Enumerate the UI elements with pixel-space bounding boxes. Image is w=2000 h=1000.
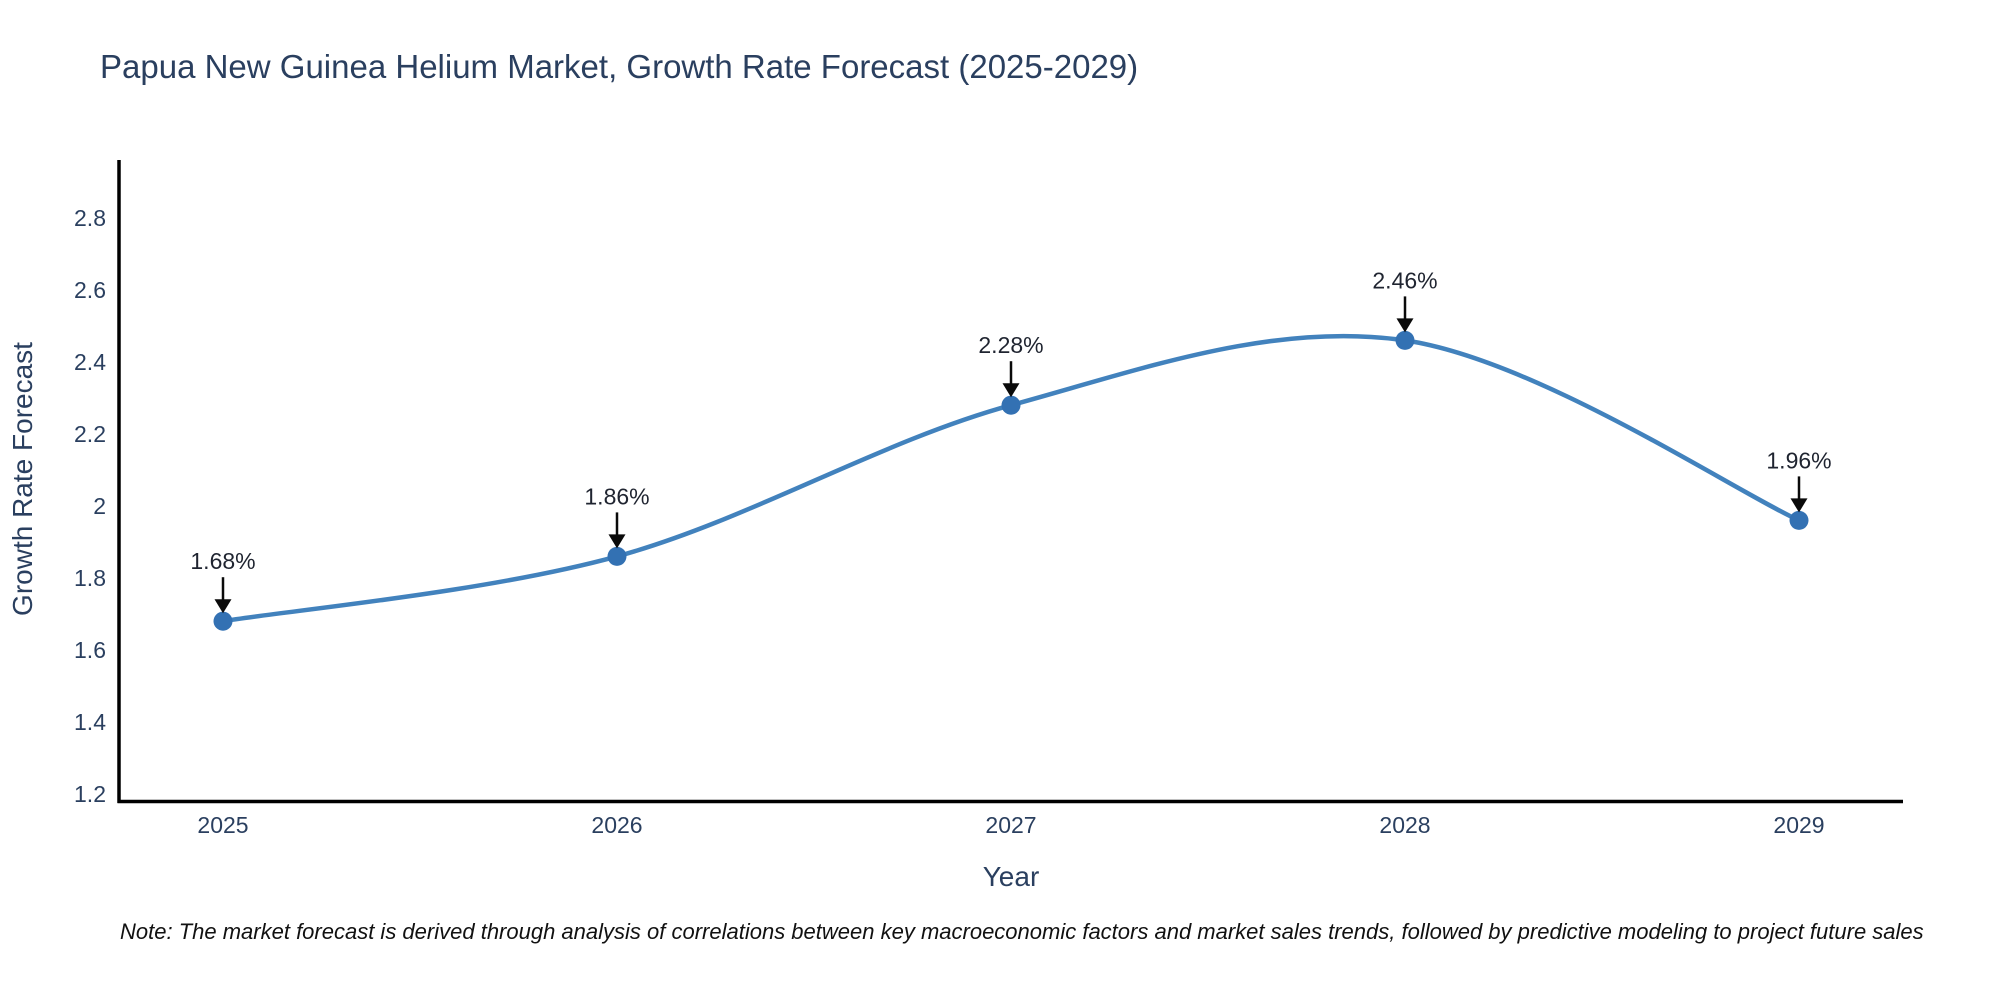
data-point-marker[interactable] [213, 611, 233, 631]
chart-title: Papua New Guinea Helium Market, Growth R… [100, 48, 1139, 85]
data-point-marker[interactable] [1001, 395, 1021, 415]
annotation-arrowhead-icon [1002, 383, 1020, 398]
y-tick-label: 2 [93, 493, 106, 519]
annotation-arrowhead-icon [1396, 318, 1414, 333]
data-point-label: 1.68% [190, 548, 255, 574]
x-tick-label: 2028 [1379, 812, 1430, 838]
y-tick-label: 1.4 [74, 709, 106, 735]
x-tick-label: 2026 [591, 812, 642, 838]
y-tick-label: 1.2 [74, 781, 106, 807]
data-point-marker[interactable] [607, 546, 627, 566]
data-point-label: 1.86% [584, 483, 649, 509]
annotation-arrowhead-icon [214, 599, 232, 614]
forecast-note: Note: The market forecast is derived thr… [120, 919, 1924, 944]
y-tick-label: 1.6 [74, 637, 106, 663]
y-tick-label: 2.6 [74, 277, 106, 303]
data-point-label: 2.28% [978, 332, 1043, 358]
data-point-label: 2.46% [1372, 267, 1437, 293]
y-tick-label: 2.4 [74, 349, 106, 375]
y-tick-label: 2.8 [74, 205, 106, 231]
data-point-marker[interactable] [1789, 510, 1809, 530]
data-point-marker[interactable] [1395, 330, 1415, 350]
y-tick-label: 2.2 [74, 421, 106, 447]
y-tick-label: 1.8 [74, 565, 106, 591]
x-tick-label: 2027 [985, 812, 1036, 838]
annotation-arrowhead-icon [1790, 498, 1808, 513]
x-tick-label: 2025 [197, 812, 248, 838]
annotation-arrowhead-icon [608, 534, 626, 549]
y-axis-title: Growth Rate Forecast [7, 342, 38, 616]
x-axis-title: Year [983, 861, 1040, 892]
data-point-label: 1.96% [1766, 447, 1831, 473]
x-tick-label: 2029 [1773, 812, 1824, 838]
